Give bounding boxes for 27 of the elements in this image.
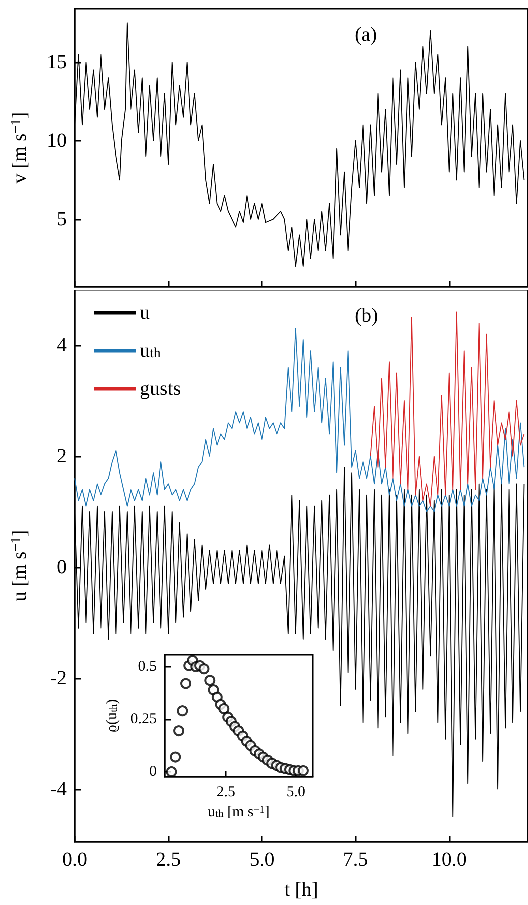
- x-tick-label: 2.5: [216, 784, 236, 800]
- y-tick-label: 10: [47, 130, 67, 152]
- legend-label: u: [140, 302, 150, 324]
- x-tick-label: 5.0: [250, 849, 275, 871]
- y-tick-label: 0: [57, 556, 67, 578]
- y-tick-label: 0.5: [138, 658, 157, 675]
- y-tick-label: 5: [57, 208, 67, 230]
- legend-label: gusts: [140, 378, 182, 400]
- y-tick-label: 2: [57, 445, 67, 468]
- y-tick-label: 0.25: [130, 711, 157, 728]
- legend-label: uth: [140, 340, 161, 362]
- y-tick-label: -2: [50, 667, 67, 690]
- x-tick-label: 2.5: [156, 849, 182, 871]
- y-tick-label: 4: [57, 334, 67, 356]
- y-tick-label: 15: [47, 51, 67, 74]
- x-tick-label: 7.5: [343, 849, 368, 871]
- x-tick-label: 5.0: [286, 784, 306, 800]
- y-tick-label: -4: [50, 778, 67, 800]
- x-axis-title: t [h]: [284, 879, 318, 901]
- x-tick-label: 0.0: [62, 849, 88, 871]
- y-axis-title: v [m s−1]: [9, 112, 31, 184]
- y-tick-label: 0: [150, 764, 157, 780]
- annotation: (b): [355, 305, 378, 327]
- annotation: (a): [355, 24, 378, 46]
- y-axis-title: ϱ(uth): [104, 699, 120, 733]
- x-tick-label: 10.0: [432, 849, 467, 871]
- y-axis-title: u [m s−1]: [9, 530, 31, 602]
